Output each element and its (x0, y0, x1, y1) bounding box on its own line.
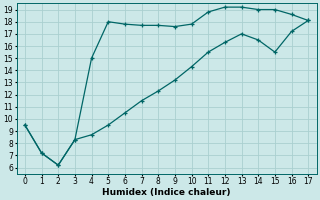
X-axis label: Humidex (Indice chaleur): Humidex (Indice chaleur) (102, 188, 231, 197)
